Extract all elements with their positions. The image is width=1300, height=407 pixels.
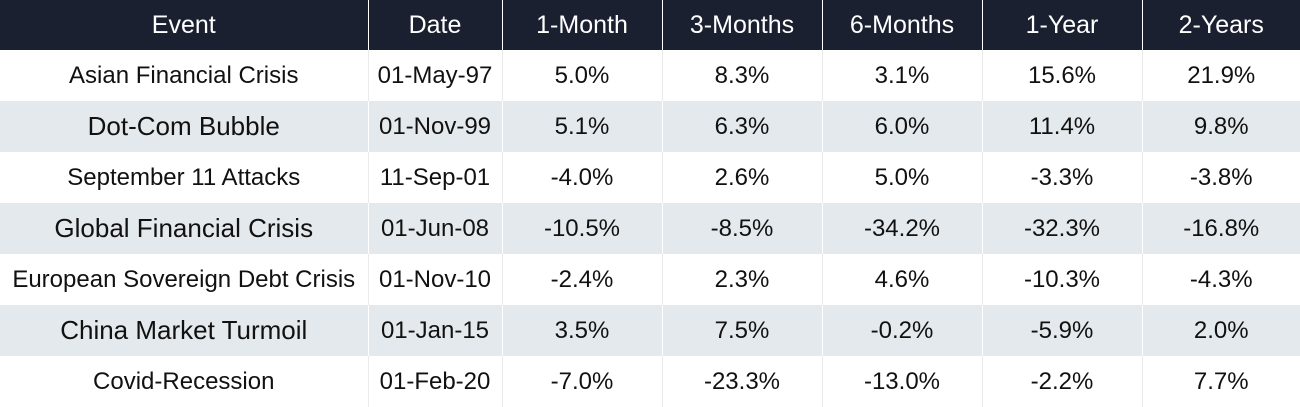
event-cell: Covid-Recession bbox=[0, 356, 369, 407]
header-2-years: 2-Years bbox=[1142, 0, 1300, 50]
return-1-year-cell: -10.3% bbox=[982, 254, 1143, 305]
header-date: Date bbox=[368, 0, 503, 50]
return-3-months-cell: 7.5% bbox=[662, 305, 823, 356]
return-3-months-cell: 2.3% bbox=[662, 254, 823, 305]
return-6-months-cell: 5.0% bbox=[822, 152, 983, 203]
return-2-years-cell: -3.8% bbox=[1142, 152, 1300, 203]
event-cell: Asian Financial Crisis bbox=[0, 50, 369, 101]
event-cell: Dot-Com Bubble bbox=[0, 101, 369, 152]
event-cell: China Market Turmoil bbox=[0, 305, 369, 356]
table-row: China Market Turmoil 01-Jan-15 3.5% 7.5%… bbox=[0, 305, 1300, 356]
return-3-months-cell: -23.3% bbox=[662, 356, 823, 407]
event-cell: Global Financial Crisis bbox=[0, 203, 369, 254]
table-row: Asian Financial Crisis 01-May-97 5.0% 8.… bbox=[0, 50, 1300, 101]
return-1-year-cell: -5.9% bbox=[982, 305, 1143, 356]
event-cell: European Sovereign Debt Crisis bbox=[0, 254, 369, 305]
return-3-months-cell: -8.5% bbox=[662, 203, 823, 254]
table-row: Covid-Recession 01-Feb-20 -7.0% -23.3% -… bbox=[0, 356, 1300, 407]
return-2-years-cell: 7.7% bbox=[1142, 356, 1300, 407]
return-6-months-cell: 6.0% bbox=[822, 101, 983, 152]
return-2-years-cell: -4.3% bbox=[1142, 254, 1300, 305]
header-event: Event bbox=[0, 0, 369, 50]
table-header: Event Date 1-Month 3-Months 6-Months 1-Y… bbox=[0, 0, 1300, 50]
table-body: Asian Financial Crisis 01-May-97 5.0% 8.… bbox=[0, 50, 1300, 407]
date-cell: 11-Sep-01 bbox=[368, 152, 503, 203]
header-1-month: 1-Month bbox=[502, 0, 663, 50]
table-row: September 11 Attacks 11-Sep-01 -4.0% 2.6… bbox=[0, 152, 1300, 203]
return-6-months-cell: 4.6% bbox=[822, 254, 983, 305]
return-1-year-cell: 11.4% bbox=[982, 101, 1143, 152]
return-2-years-cell: 9.8% bbox=[1142, 101, 1300, 152]
table-row: European Sovereign Debt Crisis 01-Nov-10… bbox=[0, 254, 1300, 305]
return-6-months-cell: -0.2% bbox=[822, 305, 983, 356]
header-6-months: 6-Months bbox=[822, 0, 983, 50]
date-cell: 01-Nov-99 bbox=[368, 101, 503, 152]
date-cell: 01-Jun-08 bbox=[368, 203, 503, 254]
return-1-year-cell: 15.6% bbox=[982, 50, 1143, 101]
table-row: Global Financial Crisis 01-Jun-08 -10.5%… bbox=[0, 203, 1300, 254]
return-2-years-cell: 2.0% bbox=[1142, 305, 1300, 356]
return-1-month-cell: -10.5% bbox=[502, 203, 663, 254]
return-6-months-cell: 3.1% bbox=[822, 50, 983, 101]
date-cell: 01-May-97 bbox=[368, 50, 503, 101]
return-3-months-cell: 8.3% bbox=[662, 50, 823, 101]
return-1-month-cell: 5.1% bbox=[502, 101, 663, 152]
date-cell: 01-Jan-15 bbox=[368, 305, 503, 356]
return-1-year-cell: -32.3% bbox=[982, 203, 1143, 254]
return-1-month-cell: -7.0% bbox=[502, 356, 663, 407]
date-cell: 01-Nov-10 bbox=[368, 254, 503, 305]
event-cell: September 11 Attacks bbox=[0, 152, 369, 203]
return-6-months-cell: -34.2% bbox=[822, 203, 983, 254]
header-row: Event Date 1-Month 3-Months 6-Months 1-Y… bbox=[0, 0, 1300, 50]
return-3-months-cell: 2.6% bbox=[662, 152, 823, 203]
header-1-year: 1-Year bbox=[982, 0, 1143, 50]
return-2-years-cell: 21.9% bbox=[1142, 50, 1300, 101]
date-cell: 01-Feb-20 bbox=[368, 356, 503, 407]
return-2-years-cell: -16.8% bbox=[1142, 203, 1300, 254]
return-1-month-cell: 3.5% bbox=[502, 305, 663, 356]
return-1-year-cell: -2.2% bbox=[982, 356, 1143, 407]
table-row: Dot-Com Bubble 01-Nov-99 5.1% 6.3% 6.0% … bbox=[0, 101, 1300, 152]
return-1-month-cell: -2.4% bbox=[502, 254, 663, 305]
header-3-months: 3-Months bbox=[662, 0, 823, 50]
return-3-months-cell: 6.3% bbox=[662, 101, 823, 152]
return-1-month-cell: -4.0% bbox=[502, 152, 663, 203]
return-1-year-cell: -3.3% bbox=[982, 152, 1143, 203]
return-6-months-cell: -13.0% bbox=[822, 356, 983, 407]
return-1-month-cell: 5.0% bbox=[502, 50, 663, 101]
